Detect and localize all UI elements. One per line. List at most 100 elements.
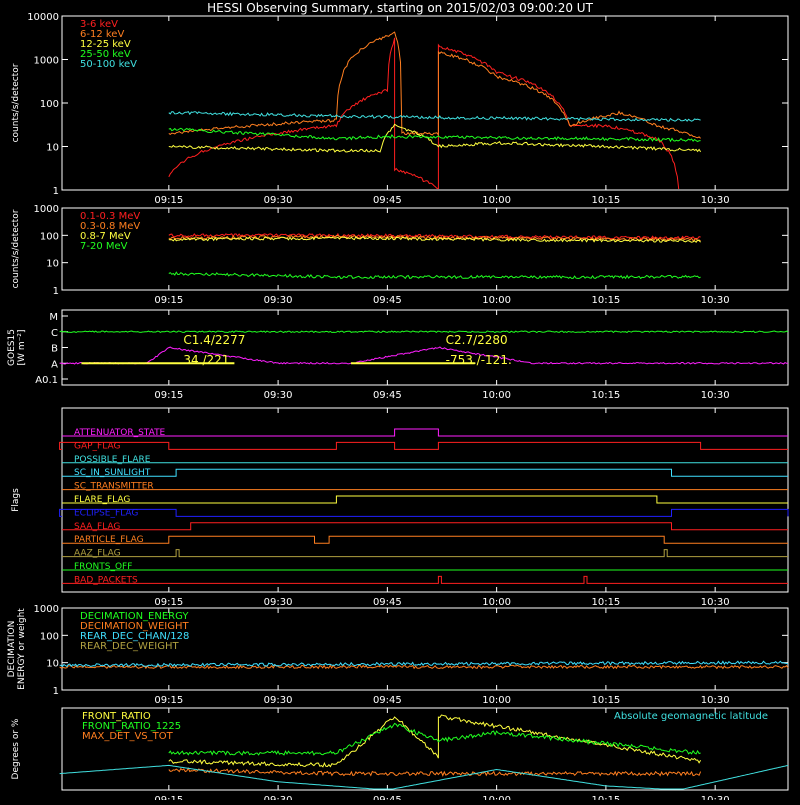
hxr-ytick-label-0: 1 [53, 186, 59, 197]
goes-series-0 [59, 330, 789, 334]
flags-label-9: AAZ_FLAG [74, 549, 121, 559]
goes-ylabel-2: [W m⁻²] [17, 330, 27, 366]
chart-title: HESSI Observing Summary, starting on 201… [207, 1, 593, 15]
goes-ylabel: GOES15 [7, 329, 17, 366]
ratios-series-2 [168, 767, 702, 777]
flags-xtick-label-5: 10:30 [701, 597, 730, 608]
flags-trace-5 [62, 495, 788, 504]
decimation-xtick-label-0: 09:15 [154, 695, 183, 706]
decimation-series-2 [59, 660, 789, 668]
flags-label-3: SC_IN_SUNLIGHT [74, 468, 151, 478]
gamma-xtick-label-4: 10:15 [591, 295, 620, 306]
goes-ytick-label-2: B [51, 344, 58, 355]
decimation-xtick-label-4: 10:15 [591, 695, 620, 706]
flags-xtick-label-3: 10:00 [482, 597, 511, 608]
flags-xtick-label-2: 09:45 [373, 597, 402, 608]
decimation-frame [61, 607, 789, 691]
ratios-ylabel: Degrees or % [11, 718, 21, 779]
gamma-xtick-label-1: 09:30 [264, 295, 293, 306]
hxr-legend-4: 50-100 keV [80, 59, 137, 70]
ratios-legend-1: FRONT_RATIO_1225 [82, 721, 181, 732]
goes-ytick-label-3: C [51, 328, 58, 339]
gamma-ytick-label-2: 100 [40, 231, 59, 242]
flags-label-8: PARTICLE_FLAG [74, 535, 144, 545]
decimation-legend-3: REAR_DEC_WEIGHT [80, 641, 179, 652]
ratios-xtick-label-4: 10:15 [591, 795, 620, 800]
hxr-xtick-label-4: 10:15 [591, 195, 620, 206]
hxr-series-0 [168, 37, 680, 190]
flags-ylabel: Flags [11, 488, 21, 512]
flags-xtick-label-4: 10:15 [591, 597, 620, 608]
decimation-legend-0: DECIMATION_ENERGY [80, 611, 189, 622]
flags-panel: 09:15 09:30 09:45 10:00 10:15 10:30 Flags ATTEN… [11, 407, 789, 608]
flags-xtick-label-0: 09:15 [154, 597, 183, 608]
hxr-series-2 [168, 123, 702, 153]
flags-label-10: FRONTS_OFF [74, 562, 132, 572]
flags-xtick-label-1: 09:30 [264, 597, 293, 608]
hxr-legend-2: 12-25 keV [80, 39, 131, 50]
ratios-xtick-label-0: 09:15 [154, 795, 183, 800]
goes-xtick-label-0: 09:15 [154, 390, 183, 401]
gamma-xtick-label-2: 09:45 [373, 295, 402, 306]
hxr-ylabel: counts/s/detector [11, 63, 21, 142]
flags-trace-3 [62, 468, 788, 477]
goes-xtick-label-5: 10:30 [701, 390, 730, 401]
flags-trace-7 [62, 522, 788, 531]
flags-label-6: ECLIPSE_FLAG [74, 508, 138, 518]
flags-label-2: POSSIBLE_FLARE [74, 455, 151, 465]
decimation-ylabel-2: ENERGY or weight [17, 608, 27, 690]
decimation-legend-1: DECIMATION_WEIGHT [80, 621, 189, 632]
flags-trace-0 [62, 428, 788, 437]
flags-label-4: SC_TRANSMITTER [74, 482, 154, 492]
decimation-panel: 09:15 09:30 09:45 10:00 10:15 10:30 DECIMATION… [7, 604, 789, 706]
goes-series-1 [59, 346, 788, 365]
ratios-frame [61, 707, 789, 791]
goes-panel: 09:15 09:30 09:45 10:00 10:15 10:30 GOES15 [W m… [7, 309, 789, 401]
flags-trace-6 [59, 508, 789, 517]
ratios-series-1 [168, 722, 701, 756]
gamma-xtick-label-3: 10:00 [482, 295, 511, 306]
goes-annotation-2: C2.7/2280 [446, 333, 508, 347]
decimation-ytick-label-1: 10 [46, 659, 59, 670]
decimation-xtick-label-2: 09:45 [373, 695, 402, 706]
gamma-ylabel: counts/s/detector [11, 209, 21, 288]
hxr-xtick-label-1: 09:30 [264, 195, 293, 206]
gamma-legend-2: 0.8-7 MeV [80, 231, 131, 242]
hxr-series-4 [168, 110, 701, 122]
gamma-legend-0: 0.1-0.3 MeV [80, 211, 140, 222]
flags-label-11: BAD_PACKETS [74, 575, 138, 585]
flags-trace-9 [62, 549, 788, 558]
hxr-ytick-label-1: 10 [46, 143, 59, 154]
gamma-xtick-label-5: 10:30 [701, 295, 730, 306]
ratios-xtick-label-1: 09:30 [264, 795, 293, 800]
gamma-legend-1: 0.3-0.8 MeV [80, 221, 140, 232]
ratios-xtick-label-3: 10:00 [482, 795, 511, 800]
decimation-ytick-label-3: 1000 [34, 604, 59, 615]
goes-ytick-label-0: A0.1 [35, 375, 58, 386]
flags-label-1: GAP_FLAG [74, 441, 120, 451]
hxr-legend-1: 6-12 keV [80, 29, 124, 40]
goes-ytick-label-4: M [49, 312, 58, 323]
hxr-xtick-label-2: 09:45 [373, 195, 402, 206]
ratios-series-3 [59, 764, 789, 790]
hxr-ytick-label-3: 1000 [34, 56, 59, 67]
flags-label-0: ATTENUATOR_STATE [74, 428, 166, 438]
goes-annotation-0: C1.4/2277 [183, 333, 245, 347]
flags-trace-11 [62, 575, 788, 584]
goes-annotation-1: 34./221 [183, 353, 229, 367]
flags-trace-1 [59, 441, 788, 450]
hxr-ytick-label-4: 10000 [27, 12, 59, 23]
decimation-ytick-label-0: 1 [53, 686, 59, 697]
hxr-series-1 [168, 31, 701, 139]
goes-xtick-label-1: 09:30 [264, 390, 293, 401]
flags-label-7: SAA_FLAG [74, 522, 120, 532]
hxr-legend-0: 3-6 keV [80, 19, 118, 30]
decimation-ytick-label-2: 100 [40, 631, 59, 642]
goes-xtick-label-2: 09:45 [373, 390, 402, 401]
hxr-xtick-label-0: 09:15 [154, 195, 183, 206]
flags-trace-8 [62, 535, 788, 544]
ratios-legend-2: MAX_DET_VS_TOT [82, 731, 174, 742]
goes-xtick-label-3: 10:00 [482, 390, 511, 401]
